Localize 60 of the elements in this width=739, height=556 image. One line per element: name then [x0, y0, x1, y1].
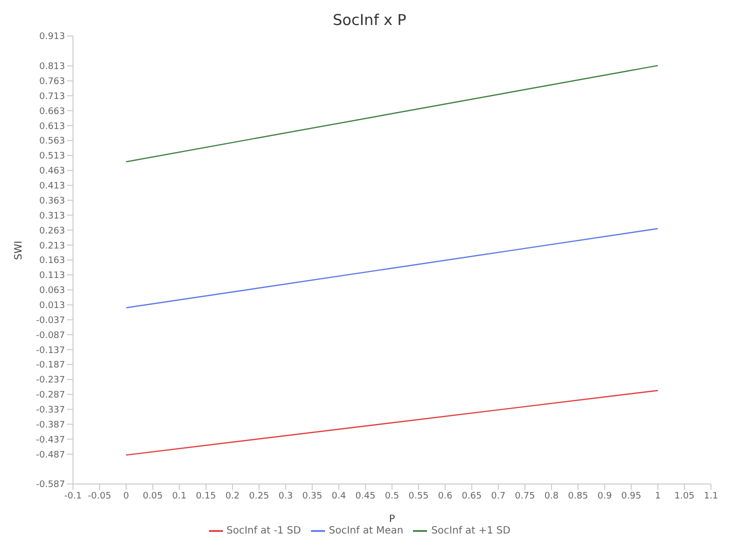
x-tick-label: 0.75	[514, 491, 535, 502]
y-tick-label: 0.763	[39, 76, 65, 87]
x-tick-label: 0.35	[302, 491, 322, 502]
y-tick-label: 0.813	[39, 62, 65, 72]
x-tick-label: 0.15	[196, 491, 216, 502]
y-tick-label: 0.413	[39, 182, 65, 192]
y-tick-label: -0.387	[36, 420, 65, 430]
y-tick-label: 0.063	[39, 286, 65, 296]
y-tick-label: -0.437	[36, 435, 65, 446]
y-tick-label: -0.037	[36, 316, 65, 326]
x-tick-label: 0.5	[384, 491, 400, 502]
y-tick-label: 0.013	[39, 300, 65, 311]
y-tick-label: -0.237	[36, 376, 65, 386]
y-tick-label: 0.313	[39, 211, 65, 222]
x-tick-label: 0.4	[332, 491, 346, 502]
y-tick-label: 0.513	[39, 152, 65, 162]
y-tick-label: -0.187	[36, 360, 65, 371]
y-tick-label: 0.563	[39, 136, 65, 147]
x-tick-label: 0	[123, 491, 130, 502]
x-tick-label: 0.2	[225, 491, 240, 502]
y-tick-label: -0.587	[36, 480, 65, 490]
y-tick-label: -0.337	[36, 406, 65, 416]
y-tick-label: 0.163	[39, 256, 65, 266]
x-tick-label: 0.3	[278, 491, 293, 502]
y-tick-label: 0.263	[39, 226, 65, 236]
y-tick-label: 0.113	[39, 271, 65, 282]
legend-label: SocInf at Mean	[328, 526, 404, 537]
y-tick-label: -0.087	[36, 330, 65, 341]
x-tick-label: 0.05	[142, 491, 163, 502]
x-axis-title: P	[388, 514, 396, 525]
y-tick-label: 0.463	[39, 166, 65, 177]
x-tick-label: 0.6	[438, 491, 453, 502]
y-tick-label: -0.287	[36, 390, 65, 401]
y-tick-label: 0.663	[39, 106, 65, 117]
x-tick-label: 1.1	[704, 491, 718, 502]
x-tick-label: 0.95	[621, 491, 642, 502]
x-tick-label: 1	[654, 491, 661, 502]
x-tick-label: 0.55	[408, 491, 429, 502]
x-tick-label: -0.05	[88, 491, 112, 502]
legend-label: SocInf at +1 SD	[431, 526, 510, 537]
y-tick-label: 0.613	[39, 122, 65, 132]
y-tick-label: 0.713	[39, 92, 65, 102]
y-tick-label: 0.363	[39, 196, 65, 206]
x-tick-label: 0.25	[249, 491, 270, 502]
x-tick-label: 0.85	[568, 491, 588, 502]
chart-title: SocInf x P	[332, 10, 408, 31]
x-tick-label: -0.1	[64, 491, 82, 502]
x-tick-label: 0.1	[172, 491, 186, 502]
legend-label: SocInf at -1 SD	[226, 526, 301, 537]
y-axis-title: SWI	[14, 240, 25, 260]
x-tick-label: 0.7	[491, 491, 506, 502]
x-tick-label: 0.9	[598, 491, 612, 502]
y-tick-label: 0.213	[39, 241, 65, 252]
y-tick-label: -0.487	[36, 450, 65, 460]
y-tick-label: 0.913	[39, 32, 65, 42]
x-tick-label: 1.05	[674, 491, 694, 502]
x-tick-label: 0.8	[544, 491, 559, 502]
x-tick-label: 0.65	[462, 491, 482, 502]
x-tick-label: 0.45	[355, 491, 376, 502]
y-tick-label: -0.137	[36, 346, 65, 356]
